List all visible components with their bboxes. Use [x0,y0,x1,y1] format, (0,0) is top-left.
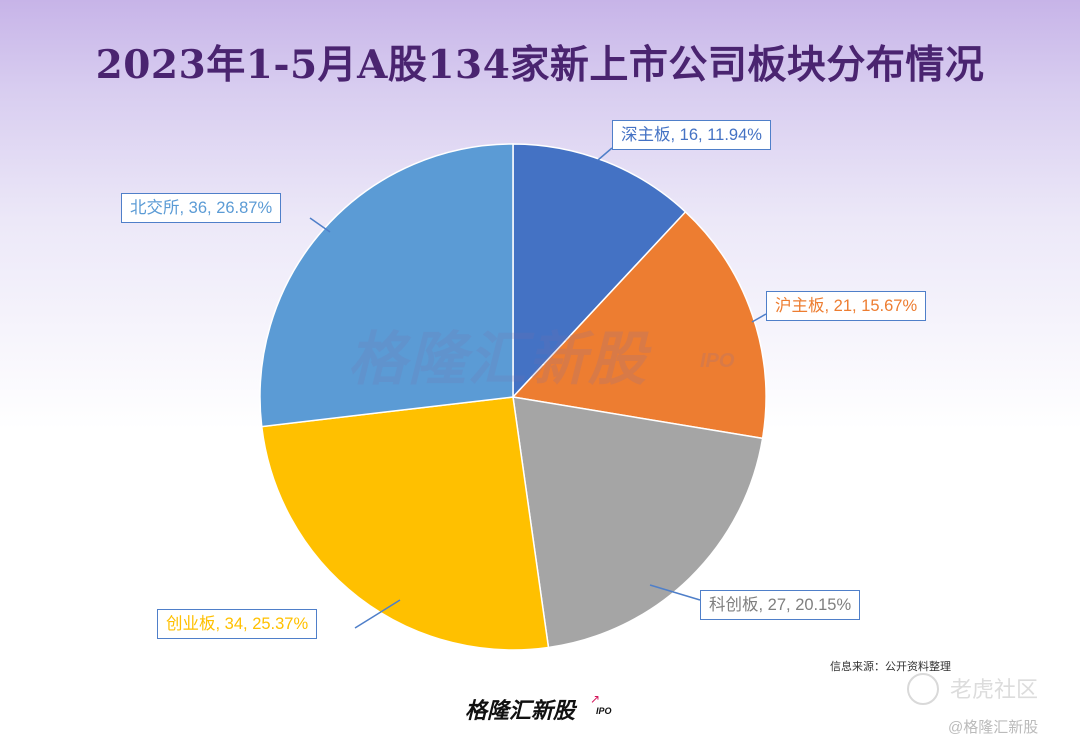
data-label-star-market: 科创板, 27, 20.15% [700,590,861,620]
pie-slice-shenzhen-main [512,143,687,399]
author-credit: @格隆汇新股 [948,719,1039,736]
leader-line [309,217,331,233]
leader-line [649,584,701,601]
pie-slice-chinext [260,396,550,651]
data-label-chinext: 创业板, 34, 25.37% [157,609,318,639]
watermark-logo-sub: IPO [700,350,735,372]
leader-line [354,599,401,629]
data-label-shenzhen-main: 深主板, 16, 11.94% [612,120,771,150]
tiger-community-icon [907,673,939,705]
trend-arrow-icon: ↗ [590,692,601,706]
chart-title: 2023年1-5月A股134家新上市公司板块分布情况 [95,42,985,88]
pie-slice-star-market [512,396,764,649]
data-label-shanghai-main: 沪主板, 21, 15.67% [766,291,927,321]
footer-logo: 格隆汇新股 [465,699,576,724]
pie-slice-shanghai-main [511,210,767,440]
leader-line [597,147,613,161]
footer-logo-sub: IPO [596,706,612,716]
leader-line [751,313,767,323]
data-label-bse: 北交所, 36, 26.87% [121,193,282,223]
watermark-logo: 格隆汇新股 [348,325,649,393]
community-brand: 老虎社区 [950,677,1039,702]
source-note: 信息来源：公开资料整理 [830,660,951,673]
pie-slice-bse [259,143,514,428]
